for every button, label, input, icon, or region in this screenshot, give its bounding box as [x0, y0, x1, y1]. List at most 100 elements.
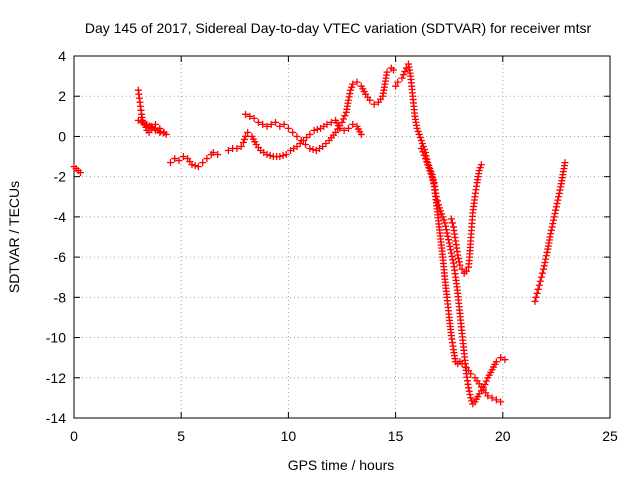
series-seg-g [417, 145, 509, 408]
data-point [501, 356, 509, 364]
data-point [458, 265, 466, 273]
data-point [224, 147, 232, 155]
data-point [536, 277, 544, 285]
data-point [306, 130, 314, 138]
data-point [551, 210, 559, 218]
data-point [444, 236, 452, 244]
data-point [345, 93, 353, 101]
data-point [309, 146, 317, 154]
data-point [550, 216, 558, 224]
data-point [323, 120, 331, 128]
data-point [438, 210, 446, 218]
data-point [442, 226, 450, 234]
data-point [554, 196, 562, 204]
data-point [444, 232, 452, 240]
y-tick-label: -4 [54, 209, 67, 225]
x-tick-label: 15 [388, 428, 404, 444]
data-point [418, 139, 426, 147]
data-point [556, 186, 564, 194]
data-point [280, 120, 288, 128]
data-point [547, 230, 555, 238]
data-point [482, 377, 490, 385]
data-point [480, 384, 488, 392]
data-point [289, 128, 297, 136]
data-point [344, 96, 352, 104]
data-point [497, 398, 505, 406]
data-point [349, 80, 357, 88]
data-point [549, 220, 557, 228]
data-point [171, 155, 179, 163]
data-point [349, 120, 357, 128]
series-seg-e [242, 64, 397, 155]
data-point [447, 249, 455, 257]
data-point [263, 151, 271, 159]
y-tick-label: 2 [58, 88, 66, 104]
data-point [303, 133, 311, 141]
data-point [454, 254, 462, 262]
data-point [263, 122, 271, 130]
data-point [432, 193, 440, 201]
data-point [214, 151, 222, 159]
data-point [442, 222, 450, 230]
data-point [425, 164, 433, 172]
data-point [392, 82, 400, 90]
data-point [534, 285, 542, 293]
data-point [548, 223, 556, 231]
data-point [346, 90, 354, 98]
y-axis-label: SDTVAR / TECUs [6, 181, 22, 293]
y-tick-label: 4 [58, 48, 66, 64]
data-point [427, 170, 435, 178]
x-tick-label: 25 [602, 428, 618, 444]
data-point [546, 233, 554, 241]
data-point [237, 143, 245, 150]
data-point [151, 126, 159, 134]
data-point [481, 380, 489, 388]
series-seg-a [70, 163, 84, 177]
data-point [540, 265, 548, 273]
data-point [134, 116, 142, 124]
data-point [484, 392, 492, 400]
data-point [466, 391, 474, 399]
data-point [284, 124, 292, 132]
chart-title: Day 145 of 2017, Sidereal Day-to-day VTE… [85, 20, 592, 36]
data-point [433, 197, 441, 205]
data-point [175, 157, 183, 165]
data-point [302, 140, 310, 148]
x-tick-label: 0 [70, 428, 78, 444]
data-point [440, 216, 448, 224]
data-point [436, 204, 444, 212]
data-point [415, 130, 423, 138]
data-point [347, 86, 355, 94]
data-point [313, 125, 321, 133]
data-point [419, 148, 427, 156]
data-point [250, 114, 258, 122]
data-point [429, 176, 437, 184]
data-point [445, 239, 453, 247]
data-point [239, 138, 247, 146]
data-point [401, 67, 409, 75]
data-point [244, 128, 252, 136]
data-point [443, 229, 451, 237]
data-point [413, 124, 421, 132]
data-point [179, 153, 187, 161]
data-point [475, 167, 483, 175]
data-point [552, 203, 560, 211]
data-point [423, 158, 431, 166]
data-point [242, 110, 250, 118]
y-tick-label: -14 [46, 410, 66, 426]
data-point [327, 118, 335, 126]
data-point [422, 155, 430, 163]
data-point [233, 145, 241, 153]
data-point [464, 384, 472, 392]
data-point [555, 189, 563, 197]
data-point [420, 151, 428, 159]
data-point [476, 164, 484, 172]
data-point [282, 151, 290, 159]
data-point [259, 120, 267, 128]
data-point [322, 139, 330, 147]
data-point [455, 258, 463, 266]
data-point [552, 206, 560, 214]
data-point [338, 118, 346, 126]
data-point [497, 354, 505, 362]
data-point [166, 159, 174, 167]
